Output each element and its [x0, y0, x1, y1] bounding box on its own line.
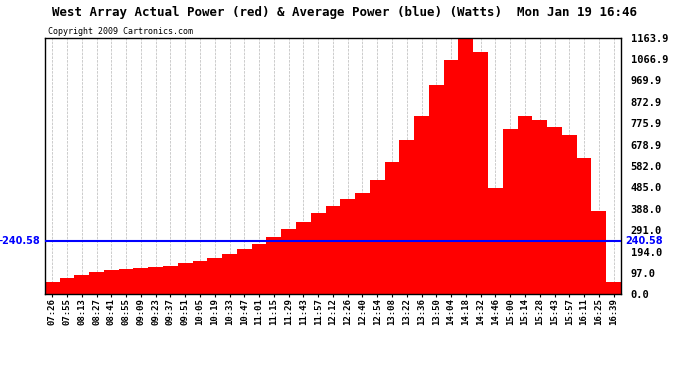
Bar	[222, 254, 237, 294]
Bar	[45, 282, 59, 294]
Bar	[326, 206, 340, 294]
Bar	[562, 135, 577, 294]
Bar	[577, 158, 591, 294]
Bar	[193, 261, 208, 294]
Bar	[488, 189, 503, 294]
Bar	[591, 210, 607, 294]
Bar	[607, 282, 621, 294]
Bar	[547, 127, 562, 294]
Bar	[458, 38, 473, 294]
Bar	[178, 264, 193, 294]
Bar	[148, 267, 163, 294]
Bar	[266, 237, 282, 294]
Bar	[370, 180, 384, 294]
Text: Copyright 2009 Cartronics.com: Copyright 2009 Cartronics.com	[48, 27, 193, 36]
Bar	[208, 258, 222, 294]
Text: 240.58: 240.58	[625, 236, 663, 246]
Bar	[296, 222, 310, 294]
Bar	[104, 270, 119, 294]
Text: West Array Actual Power (red) & Average Power (blue) (Watts)  Mon Jan 19 16:46: West Array Actual Power (red) & Average …	[52, 6, 638, 19]
Bar	[444, 60, 458, 294]
Bar	[473, 52, 488, 294]
Bar	[414, 116, 429, 294]
Bar	[89, 272, 104, 294]
Bar	[384, 162, 400, 294]
Bar	[237, 249, 252, 294]
Bar	[75, 274, 89, 294]
Bar	[355, 193, 370, 294]
Bar	[533, 120, 547, 294]
Bar	[518, 116, 533, 294]
Bar	[119, 269, 133, 294]
Bar	[252, 244, 266, 294]
Bar	[310, 213, 326, 294]
Bar	[59, 278, 75, 294]
Bar	[503, 129, 518, 294]
Text: ←240.58: ←240.58	[0, 236, 41, 246]
Bar	[429, 85, 444, 294]
Bar	[340, 200, 355, 294]
Bar	[133, 268, 148, 294]
Bar	[282, 229, 296, 294]
Bar	[163, 266, 178, 294]
Bar	[400, 140, 414, 294]
